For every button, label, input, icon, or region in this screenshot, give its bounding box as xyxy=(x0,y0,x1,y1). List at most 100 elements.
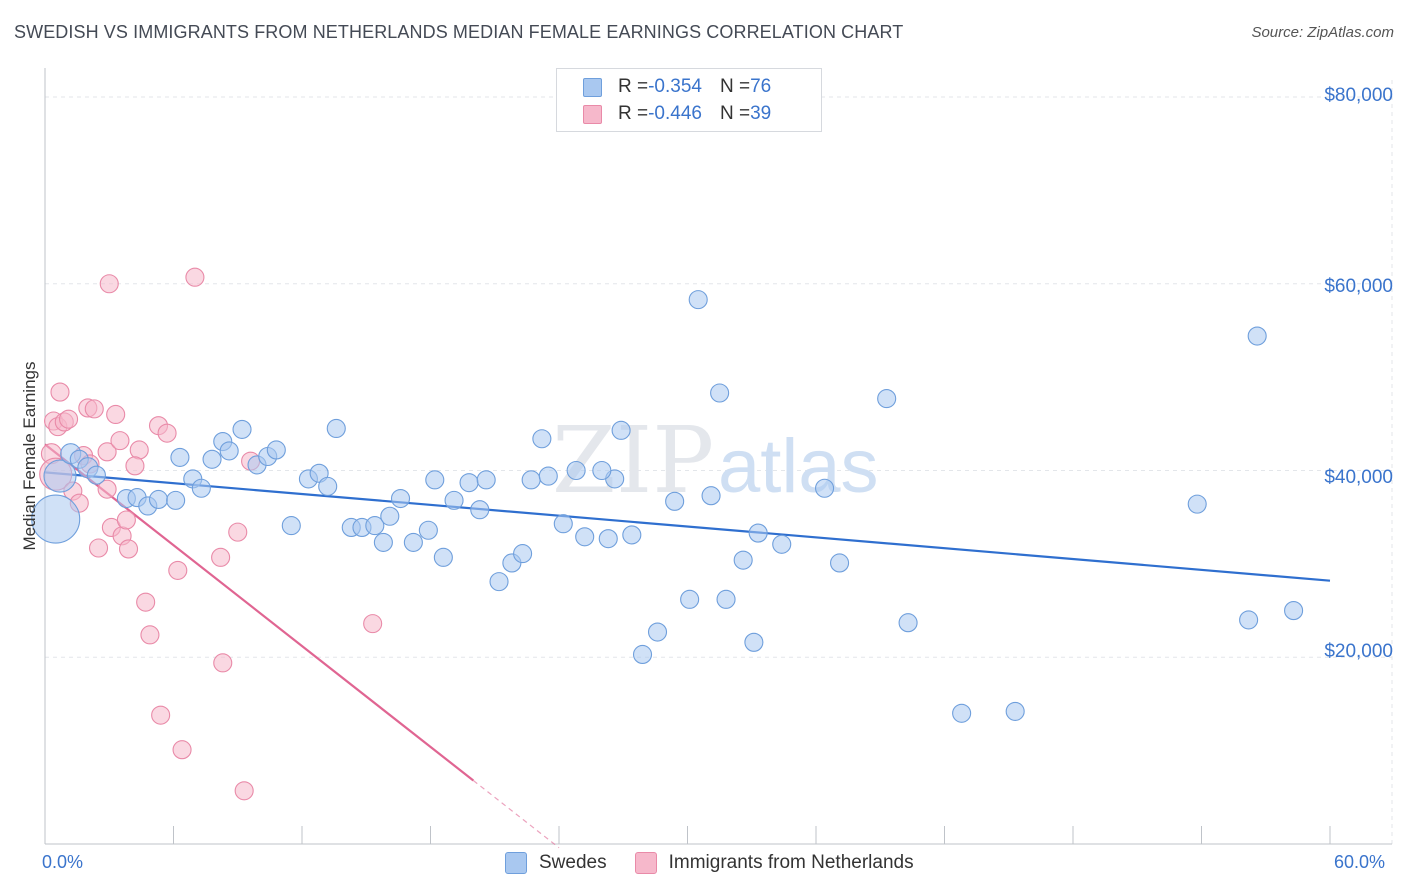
swedes-point xyxy=(748,523,768,543)
swedes-point xyxy=(598,529,618,549)
legend-item-swedes: Swedes xyxy=(505,852,607,874)
swedes-point xyxy=(622,525,642,545)
swedes-point xyxy=(647,622,668,642)
swedes-point xyxy=(632,644,653,664)
netherlands-point xyxy=(172,740,192,760)
legend-label-netherlands: Immigrants from Netherlands xyxy=(668,852,914,873)
swedes-point xyxy=(538,466,558,486)
netherlands-point xyxy=(84,399,104,419)
swedes-point xyxy=(1187,494,1207,514)
legend-r-value: -0.446 xyxy=(648,103,702,124)
swedes-point xyxy=(43,459,77,493)
correlation-legend: R = -0.354 N = 76 R = -0.446 N = 39 xyxy=(556,68,822,132)
watermark-atlas: atlas xyxy=(718,424,879,509)
netherlands-point xyxy=(50,382,70,402)
netherlands-point xyxy=(88,538,109,558)
y-axis-label: Median Female Earnings xyxy=(20,361,39,551)
swedes-point xyxy=(513,544,533,564)
swedes-point xyxy=(489,572,509,592)
legend-r-label: R = xyxy=(618,103,649,124)
legend-item-netherlands: Immigrants from Netherlands xyxy=(634,852,914,874)
swedes-point xyxy=(418,520,438,540)
swedes-point xyxy=(191,478,211,498)
netherlands-point xyxy=(151,705,171,725)
swedes-point xyxy=(365,516,385,536)
legend-n-value: 76 xyxy=(750,76,772,97)
swedes-point xyxy=(733,550,753,570)
swedes-point xyxy=(459,473,479,493)
legend-swatch-swedes xyxy=(583,77,602,97)
chart-title: SWEDISH VS IMMIGRANTS FROM NETHERLANDS M… xyxy=(14,22,904,42)
swedes-point xyxy=(425,470,445,490)
swedes-point xyxy=(202,449,222,469)
swedes-point xyxy=(532,429,552,449)
netherlands-point xyxy=(168,560,188,580)
swedes-point xyxy=(390,488,411,509)
legend-n-label: N = xyxy=(719,103,751,124)
netherlands-point xyxy=(185,267,205,287)
swedes-point xyxy=(1239,610,1259,630)
netherlands-point xyxy=(363,614,383,634)
swedes-point xyxy=(1247,326,1267,346)
swedes-point xyxy=(716,589,736,609)
netherlands-point xyxy=(59,409,79,429)
swedes-point xyxy=(166,490,186,510)
swedes-point xyxy=(688,290,708,310)
swedes-point xyxy=(1284,601,1304,621)
swedes-point xyxy=(575,527,595,547)
legend-swatch-swedes xyxy=(505,852,527,874)
swedes-point xyxy=(898,613,918,633)
swedes-point xyxy=(444,490,464,510)
swedes-point xyxy=(31,494,81,544)
netherlands-point xyxy=(106,404,126,425)
netherlands-point xyxy=(116,510,136,530)
netherlands-point xyxy=(99,274,119,294)
swedes-point xyxy=(148,489,169,509)
swedes-point xyxy=(611,420,631,440)
swedes-point xyxy=(744,632,764,652)
series-swedes-points xyxy=(31,290,1304,723)
legend-r-label: R = xyxy=(618,76,649,97)
netherlands-point xyxy=(97,442,117,462)
x-axis-max-label: 60.0% xyxy=(1334,852,1386,872)
netherlands-point xyxy=(211,547,231,567)
swedes-point xyxy=(553,514,573,534)
series-netherlands-points xyxy=(39,267,383,801)
swedes-point xyxy=(710,383,730,403)
netherlands-trend-line xyxy=(44,443,475,782)
swedes-point xyxy=(592,460,612,481)
legend-label-swedes: Swedes xyxy=(539,852,607,873)
swedes-point xyxy=(433,547,453,567)
swedes-point xyxy=(219,441,239,461)
gridlines xyxy=(45,80,1393,844)
legend-n-label: N = xyxy=(719,76,751,97)
swedes-point xyxy=(470,500,490,520)
swedes-trend-line xyxy=(44,471,1331,582)
trend-lines xyxy=(44,443,1331,849)
swedes-point xyxy=(86,465,106,485)
swedes-point xyxy=(373,532,393,552)
netherlands-point xyxy=(129,440,149,460)
y-tick-label: $40,000 xyxy=(1324,467,1393,488)
legend-n-value: 39 xyxy=(750,103,772,124)
netherlands-point xyxy=(110,431,130,451)
swedes-point xyxy=(403,532,423,552)
y-tick-label: $20,000 xyxy=(1324,641,1393,662)
swedes-point xyxy=(326,418,346,439)
netherlands-point xyxy=(118,539,139,559)
netherlands-point xyxy=(125,456,145,476)
netherlands-point xyxy=(157,423,177,443)
netherlands-point xyxy=(97,479,117,499)
swedes-point xyxy=(232,419,252,439)
swedes-point xyxy=(380,506,400,526)
chart-source: Source: ZipAtlas.com xyxy=(1251,24,1394,41)
swedes-point xyxy=(772,534,792,554)
swedes-point xyxy=(170,447,190,467)
swedes-point xyxy=(665,491,685,511)
swedes-point xyxy=(830,553,850,573)
legend-row-netherlands: R = -0.446 N = 39 xyxy=(557,101,771,127)
swedes-point xyxy=(877,389,897,409)
legend-r-value: -0.354 xyxy=(648,76,702,97)
legend-swatch-netherlands xyxy=(583,104,602,124)
